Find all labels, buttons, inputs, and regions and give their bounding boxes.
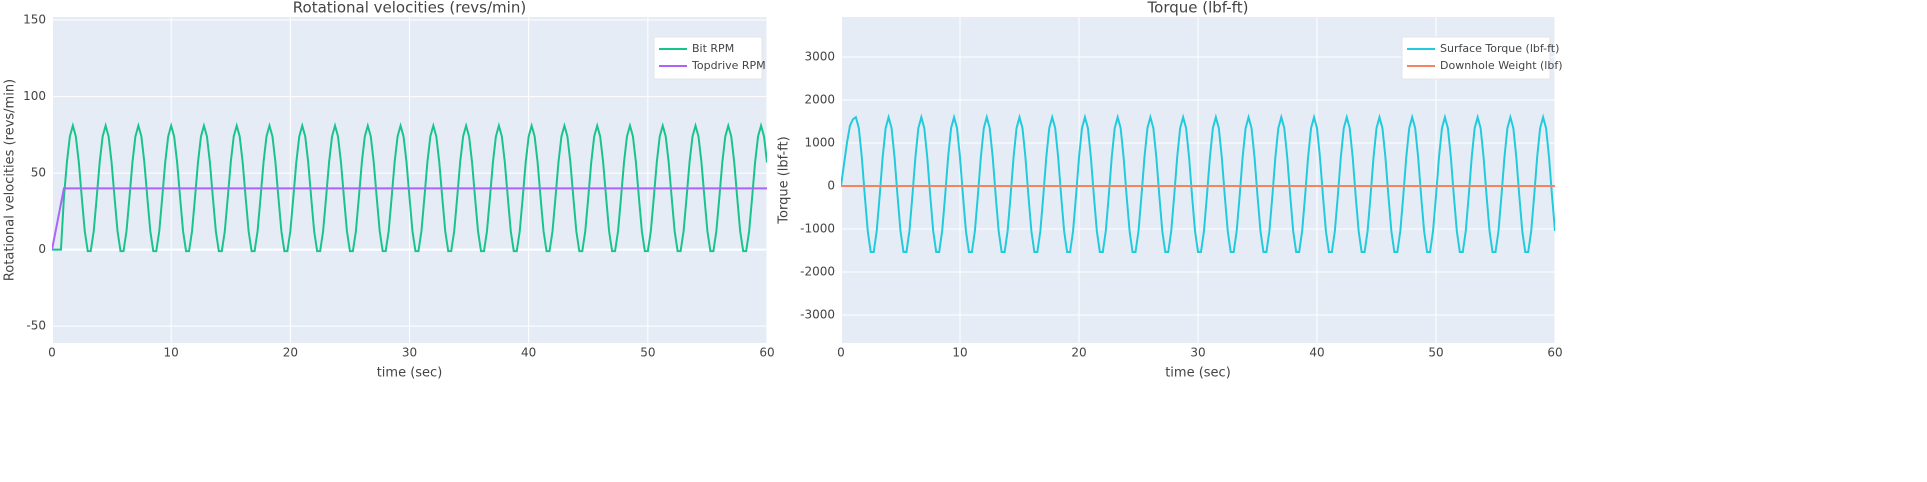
y-tick-label: 100 xyxy=(23,89,46,103)
y-tick-label: 3000 xyxy=(804,49,835,63)
y-tick-label: 50 xyxy=(31,166,46,180)
y-tick-label: -2000 xyxy=(800,265,835,279)
legend-label: Bit RPM xyxy=(692,42,734,55)
y-tick-label: 0 xyxy=(827,179,835,193)
x-tick-label: 30 xyxy=(402,346,417,360)
x-tick-label: 10 xyxy=(164,346,179,360)
x-tick-label: 50 xyxy=(640,346,655,360)
y-axis-title: Torque (lbf-ft) xyxy=(777,136,792,224)
chart-title: Torque (lbf-ft) xyxy=(1147,0,1249,17)
x-tick-label: 0 xyxy=(837,346,845,360)
x-axis-title: time (sec) xyxy=(1165,366,1231,381)
legend: Bit RPM Topdrive RPM xyxy=(653,36,766,80)
legend-box xyxy=(1401,36,1551,80)
x-tick-label: 20 xyxy=(1071,346,1086,360)
y-tick-label: 150 xyxy=(23,13,46,27)
y-axis-title: Rotational velocities (revs/min) xyxy=(3,79,18,281)
x-tick-label: 0 xyxy=(48,346,56,360)
legend-label: Downhole Weight (lbf) xyxy=(1440,59,1563,72)
legend-label: Surface Torque (lbf-ft) xyxy=(1440,42,1559,55)
legend-box xyxy=(653,36,763,80)
chart: 0 10 20 30 40 50 60 -3000 -2000 -1000 0 1000 2000 300… xyxy=(777,0,1563,381)
x-tick-label: 60 xyxy=(759,346,774,360)
series-line xyxy=(52,121,767,253)
legend-label: Topdrive RPM xyxy=(691,59,766,72)
y-tick-label: 1000 xyxy=(804,136,835,150)
chart-title: Rotational velocities (revs/min) xyxy=(293,0,526,17)
series-line xyxy=(841,113,1555,253)
x-tick-label: 40 xyxy=(1309,346,1324,360)
x-tick-label: 40 xyxy=(521,346,536,360)
series-line xyxy=(52,187,767,250)
x-tick-label: 10 xyxy=(952,346,967,360)
y-tick-label: -50 xyxy=(26,319,46,333)
legend: Surface Torque (lbf-ft) Downhole Weight (… xyxy=(1401,36,1563,80)
y-tick-label: -1000 xyxy=(800,222,835,236)
x-tick-label: 20 xyxy=(283,346,298,360)
x-tick-label: 30 xyxy=(1190,346,1205,360)
y-tick-label: 2000 xyxy=(804,93,835,107)
y-tick-label: -3000 xyxy=(800,308,835,322)
x-axis-title: time (sec) xyxy=(377,366,443,381)
y-tick-label: 0 xyxy=(38,242,46,256)
x-tick-label: 50 xyxy=(1428,346,1443,360)
x-tick-label: 60 xyxy=(1547,346,1562,360)
